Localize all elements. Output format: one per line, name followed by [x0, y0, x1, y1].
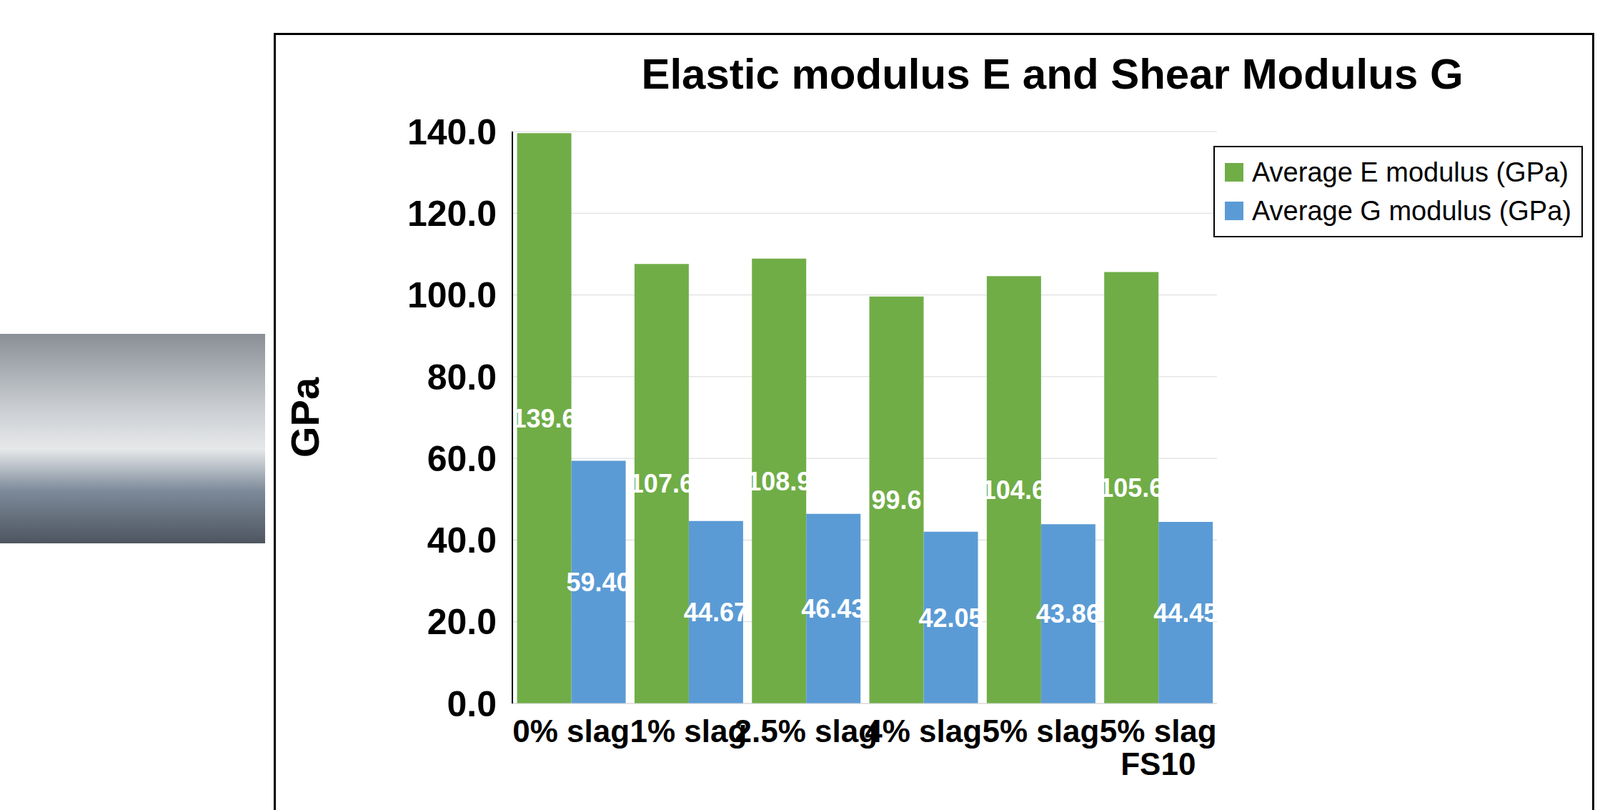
- svg-text:5% slag: 5% slag: [982, 713, 1100, 749]
- svg-text:108.9: 108.9: [746, 466, 812, 496]
- svg-text:140.0: 140.0: [407, 112, 497, 153]
- svg-text:100.0: 100.0: [407, 275, 497, 316]
- svg-text:104.6: 104.6: [981, 475, 1047, 505]
- svg-text:59.40: 59.40: [566, 567, 631, 597]
- svg-text:80.0: 80.0: [427, 357, 497, 398]
- svg-text:0.0: 0.0: [446, 683, 497, 724]
- html-text:Average G modulus (GPa): Average G modulus (GPa): [1251, 195, 1572, 226]
- html-text:Average E modulus (GPa): Average E modulus (GPa): [1251, 157, 1569, 188]
- svg-text:43.86: 43.86: [1036, 598, 1101, 629]
- svg-text:60.0: 60.0: [427, 438, 497, 479]
- svg-text:2.5% slag: 2.5% slag: [734, 713, 879, 749]
- svg-text:1% slag: 1% slag: [630, 713, 748, 749]
- svg-text:46.43: 46.43: [801, 593, 866, 624]
- svg-text:107.6: 107.6: [629, 468, 694, 499]
- svg-text:42.05: 42.05: [918, 603, 983, 633]
- html-text:Elastic modulus E and Shear Mo: Elastic modulus E and Shear Modulus G: [641, 50, 1464, 98]
- svg-text:139.6: 139.6: [512, 403, 577, 434]
- svg-text:44.67: 44.67: [683, 597, 749, 627]
- svg-text:40.0: 40.0: [427, 520, 497, 561]
- svg-text:20.0: 20.0: [427, 601, 497, 642]
- svg-text:99.6: 99.6: [871, 485, 922, 515]
- svg-text:5% slagFS10: 5% slagFS10: [1099, 713, 1217, 782]
- svg-text:120.0: 120.0: [407, 193, 497, 234]
- svg-text:44.45: 44.45: [1153, 598, 1218, 628]
- svg-text:4% slag: 4% slag: [864, 713, 982, 749]
- svg-text:GPa: GPa: [282, 376, 328, 458]
- svg-text:105.6: 105.6: [1099, 473, 1164, 503]
- svg-text:0% slag: 0% slag: [512, 713, 630, 749]
